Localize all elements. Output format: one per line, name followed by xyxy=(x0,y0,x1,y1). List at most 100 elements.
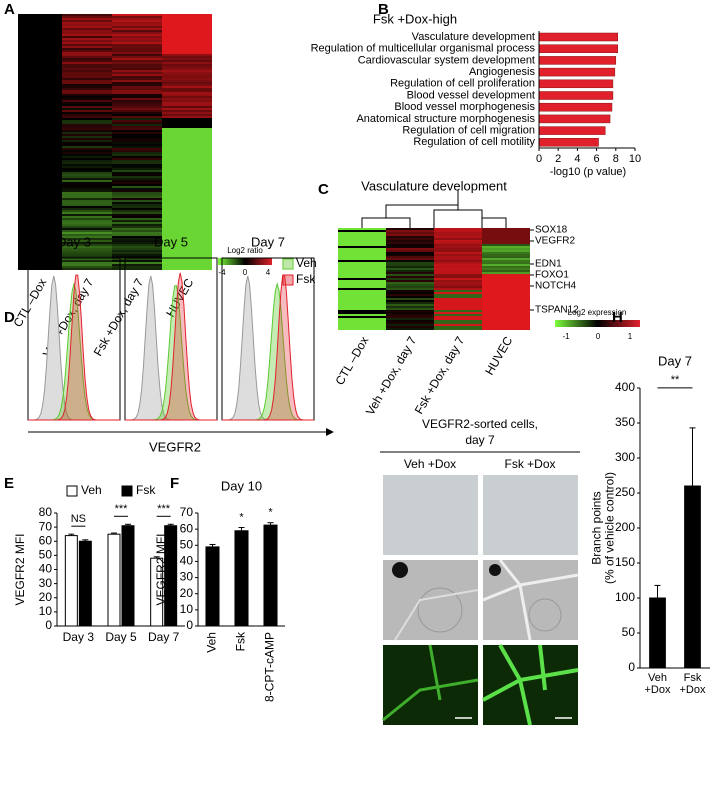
heatmap-cell xyxy=(386,256,434,258)
heatmap-cell xyxy=(338,306,386,308)
bar xyxy=(107,533,121,627)
heatmap-cell xyxy=(112,26,162,28)
y-tick-label: 10 xyxy=(39,604,53,618)
heatmap-cell xyxy=(112,98,162,100)
heatmap-cell xyxy=(18,26,62,28)
heatmap-cell xyxy=(112,228,162,230)
heatmap-cell xyxy=(62,148,112,150)
heatmap-cell xyxy=(112,222,162,224)
heatmap-cell xyxy=(386,228,434,230)
heatmap-cell xyxy=(112,52,162,54)
y-tick-label: 70 xyxy=(39,519,53,533)
heatmap-cell xyxy=(18,28,62,30)
heatmap-cell xyxy=(162,194,212,196)
colorbar xyxy=(555,320,640,327)
heatmap-cell xyxy=(162,264,212,266)
heatmap-cell xyxy=(18,222,62,224)
heatmap-cell xyxy=(386,234,434,236)
panel-letter: C xyxy=(318,181,329,198)
heatmap-cell xyxy=(482,284,530,286)
heatmap-cell xyxy=(62,268,112,270)
heatmap-cell xyxy=(112,238,162,240)
heatmap-cell xyxy=(112,102,162,104)
heatmap-cell xyxy=(62,134,112,136)
heatmap-cell xyxy=(112,164,162,166)
heatmap-cell xyxy=(112,178,162,180)
heatmap-cell xyxy=(162,216,212,218)
heatmap-cell xyxy=(18,134,62,136)
heatmap-cell xyxy=(112,132,162,134)
heatmap-cell xyxy=(18,148,62,150)
x-tick-label: Fsk +Dox xyxy=(679,672,706,696)
heatmap-cell xyxy=(482,244,530,246)
heatmap-cell xyxy=(112,172,162,174)
heatmap-cell xyxy=(18,208,62,210)
heatmap-cell xyxy=(62,242,112,244)
heatmap-cell xyxy=(18,150,62,152)
gene-label: FOXO1 xyxy=(535,270,569,281)
heatmap-cell xyxy=(162,214,212,216)
heatmap-cell xyxy=(62,234,112,236)
heatmap-cell xyxy=(434,306,482,308)
heatmap-cell xyxy=(386,280,434,282)
heatmap-cell xyxy=(112,142,162,144)
heatmap-cell xyxy=(18,38,62,40)
heatmap-cell xyxy=(338,246,386,248)
heatmap-cell xyxy=(112,154,162,156)
heatmap-cell xyxy=(112,200,162,202)
heatmap-cell xyxy=(62,72,112,74)
heatmap-cell xyxy=(386,294,434,296)
heatmap-cell xyxy=(62,204,112,206)
heatmap-cell xyxy=(112,202,162,204)
heatmap-cell xyxy=(386,300,434,302)
heatmap-cell xyxy=(386,264,434,266)
heatmap-cell xyxy=(112,230,162,232)
legend-tick-label: -1 xyxy=(562,332,570,341)
heatmap-cell xyxy=(112,118,162,120)
heatmap-cell xyxy=(62,26,112,28)
heatmap-cell xyxy=(18,264,62,266)
bar xyxy=(538,67,616,77)
heatmap-cell xyxy=(112,220,162,222)
heatmap-cell xyxy=(112,46,162,48)
heatmap-cell xyxy=(338,228,386,230)
heatmap-cell xyxy=(162,210,212,212)
heatmap-cell xyxy=(62,266,112,268)
heatmap-cell xyxy=(62,248,112,250)
heatmap-cell xyxy=(18,118,62,120)
y-tick-label: 200 xyxy=(615,520,635,534)
heatmap-cell xyxy=(112,70,162,72)
heatmap-cell xyxy=(62,228,112,230)
heatmap-cell xyxy=(62,186,112,188)
heatmap-cell xyxy=(482,264,530,266)
bar xyxy=(263,524,278,627)
heatmap-cell xyxy=(112,232,162,234)
heatmap-cell xyxy=(338,312,386,314)
bar xyxy=(538,138,599,147)
heatmap-cell xyxy=(162,258,212,260)
heatmap-cell xyxy=(18,138,62,140)
heatmap-cell xyxy=(62,94,112,96)
heatmap-cell xyxy=(338,238,386,240)
y-tick-label: 50 xyxy=(622,625,636,639)
heatmap-cell xyxy=(112,66,162,68)
image-fluor-veh xyxy=(383,645,478,725)
heatmap-cell xyxy=(112,166,162,168)
heatmap-cell xyxy=(112,44,162,46)
heatmap-cell xyxy=(434,246,482,248)
heatmap-title: Vasculature development xyxy=(361,178,507,193)
heatmap-cell xyxy=(62,56,112,58)
heatmap-cell xyxy=(62,192,112,194)
heatmap-cell xyxy=(162,200,212,202)
heatmap-cell xyxy=(62,52,112,54)
heatmap-cell xyxy=(162,138,212,140)
heatmap-cell xyxy=(62,188,112,190)
heatmap-cell xyxy=(62,48,112,50)
heatmap-cell xyxy=(112,226,162,228)
heatmap-cell xyxy=(112,182,162,184)
heatmap-cell xyxy=(62,66,112,68)
heatmap-cell xyxy=(62,172,112,174)
heatmap-cell xyxy=(162,218,212,220)
bar xyxy=(538,32,618,42)
panel-letter: A xyxy=(4,1,15,18)
